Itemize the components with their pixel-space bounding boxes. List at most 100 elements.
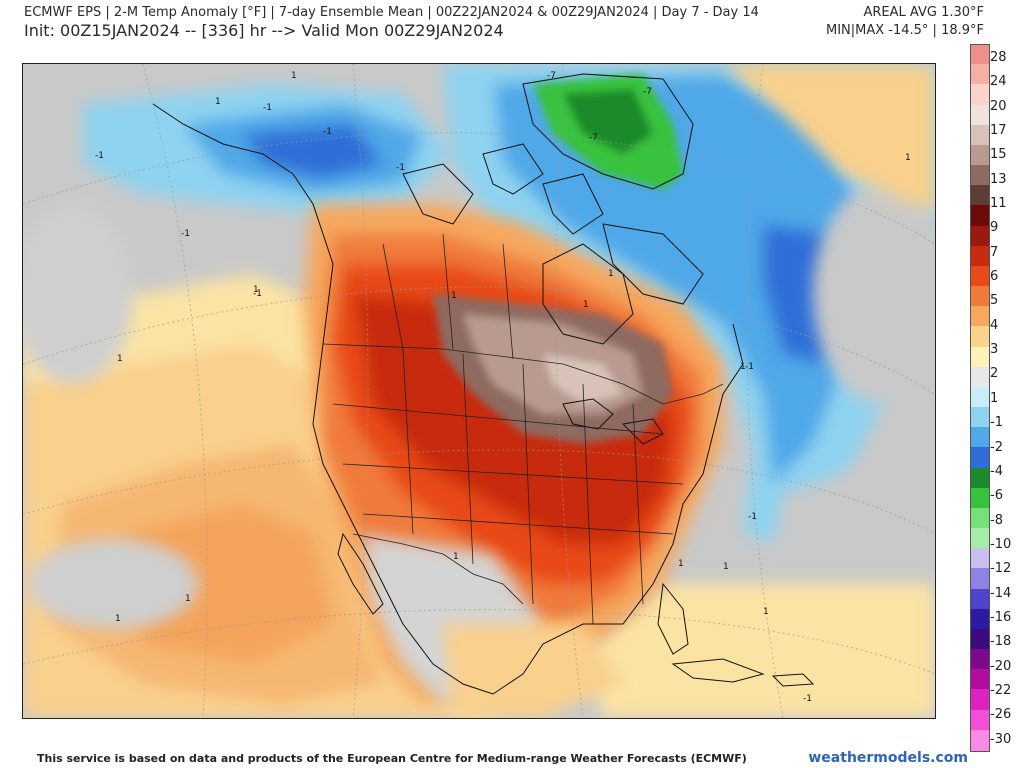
contour-label: 1 bbox=[583, 300, 589, 310]
map-title: ECMWF EPS | 2-M Temp Anomaly [°F] | 7-da… bbox=[24, 5, 759, 20]
contour-label: -1 bbox=[396, 163, 405, 173]
legend-swatch bbox=[970, 225, 990, 247]
min-max-readout: MIN|MAX -14.5° | 18.9°F bbox=[825, 23, 984, 38]
legend-swatch bbox=[970, 669, 990, 691]
legend-label: 2 bbox=[990, 366, 999, 382]
legend-label: 24 bbox=[990, 74, 1007, 90]
contour-label: -7 bbox=[643, 87, 652, 97]
legend-label: -2 bbox=[990, 439, 1003, 455]
graticule bbox=[23, 64, 935, 718]
mid-atlantic-neutral bbox=[763, 444, 935, 624]
legend-swatch bbox=[970, 568, 990, 590]
contour-label: 1 bbox=[117, 354, 123, 364]
legend-swatch bbox=[970, 144, 990, 166]
legend-swatch bbox=[970, 64, 990, 86]
contour-label: -1 bbox=[253, 289, 262, 299]
legend-swatch bbox=[970, 548, 990, 570]
contour-label: -1 bbox=[803, 694, 812, 704]
contour-label: 1 bbox=[608, 269, 614, 279]
legend-swatch bbox=[970, 286, 990, 308]
contour-label: 1 bbox=[678, 559, 684, 569]
legend-swatch bbox=[970, 649, 990, 671]
contour-label: -1 bbox=[263, 103, 272, 113]
legend-swatch bbox=[970, 326, 990, 348]
legend-swatch bbox=[970, 608, 990, 630]
legend-label: 20 bbox=[990, 98, 1007, 114]
legend-label: -14 bbox=[990, 585, 1012, 601]
legend-label: 1 bbox=[990, 390, 999, 406]
legend-label: 4 bbox=[990, 317, 999, 333]
legend-swatch bbox=[970, 346, 990, 368]
legend-label: -6 bbox=[990, 488, 1003, 504]
contour-label: 1 bbox=[763, 607, 769, 617]
contour-label: 1 bbox=[115, 614, 121, 624]
legend-swatch bbox=[970, 124, 990, 146]
legend-swatch bbox=[970, 185, 990, 207]
contour-label: 1 bbox=[905, 153, 911, 163]
legend-label: -20 bbox=[990, 658, 1012, 674]
legend-label: -1 bbox=[990, 415, 1003, 431]
alaska-cool-field bbox=[83, 84, 453, 214]
legend-swatch bbox=[970, 386, 990, 408]
legend-swatch bbox=[970, 104, 990, 126]
legend-label: -22 bbox=[990, 682, 1012, 698]
legend-label: -8 bbox=[990, 512, 1003, 528]
legend-label: -12 bbox=[990, 561, 1012, 577]
legend-label: 13 bbox=[990, 171, 1007, 187]
init-valid-line: Init: 00Z15JAN2024 -- [336] hr --> Valid… bbox=[24, 21, 504, 40]
legend-swatch bbox=[970, 427, 990, 449]
legend-label: 6 bbox=[990, 269, 999, 285]
north-atlantic-warm bbox=[723, 64, 935, 214]
legend-label: 3 bbox=[990, 342, 999, 358]
contour-label: 1 bbox=[451, 291, 457, 301]
legend-label: 17 bbox=[990, 123, 1007, 139]
legend-label: -4 bbox=[990, 463, 1003, 479]
contour-label: 1 bbox=[453, 552, 459, 562]
legend-swatch bbox=[970, 84, 990, 106]
color-scale-legend: 28 24 20 17 15 13 11 9 7 6 5 4 3 2 1 -1 -2 -4 -6 -8 -10 -12 -1… bbox=[966, 44, 1022, 752]
legend-swatch bbox=[970, 447, 990, 469]
legend-label: -18 bbox=[990, 634, 1012, 650]
legend-swatch bbox=[970, 729, 990, 752]
contour-label: 1 bbox=[740, 362, 746, 372]
legend-swatch bbox=[970, 366, 990, 388]
legend-swatch bbox=[970, 588, 990, 610]
contour-labels: -1 -1 -1 -1 -1 -1 -1 -7 -7 -7 -1 -1 1 1 … bbox=[95, 71, 911, 704]
legend-swatch bbox=[970, 487, 990, 509]
legend-label: 9 bbox=[990, 220, 999, 236]
legend-label: 5 bbox=[990, 293, 999, 309]
contour-label: 1 bbox=[253, 285, 259, 295]
subtropical-atlantic-warm bbox=[583, 584, 935, 718]
legend-label: -16 bbox=[990, 609, 1012, 625]
legend-label: 15 bbox=[990, 147, 1007, 163]
contour-label: -7 bbox=[589, 133, 598, 143]
legend-swatch bbox=[970, 165, 990, 187]
contour-label: 1 bbox=[185, 594, 191, 604]
legend-swatch bbox=[970, 528, 990, 550]
contour-label: -1 bbox=[745, 362, 754, 372]
legend-label: -30 bbox=[990, 731, 1012, 747]
legend-swatch bbox=[970, 306, 990, 328]
legend-swatch bbox=[970, 205, 990, 227]
temperature-anomaly-map: -1 -1 -1 -1 -1 -1 -1 -7 -7 -7 -1 -1 1 1 … bbox=[22, 63, 936, 719]
legend-swatch bbox=[970, 245, 990, 267]
contour-label: -1 bbox=[323, 127, 332, 137]
brand-link[interactable]: weathermodels.com bbox=[808, 750, 968, 766]
legend-swatch bbox=[970, 689, 990, 711]
legend-swatch bbox=[970, 709, 990, 731]
areal-average: AREAL AVG 1.30°F bbox=[863, 5, 985, 20]
contour-label: -7 bbox=[547, 71, 556, 81]
political-borders bbox=[322, 233, 724, 625]
greenland-cold-core bbox=[533, 74, 683, 189]
legend-label: -26 bbox=[990, 707, 1012, 723]
legend-label: 28 bbox=[990, 50, 1007, 65]
legend-swatch bbox=[970, 507, 990, 529]
contour-label: 1 bbox=[215, 97, 221, 107]
legend-swatch bbox=[970, 628, 990, 650]
atlantic-cool-field bbox=[443, 64, 935, 544]
contour-label: 1 bbox=[291, 71, 297, 81]
legend-label: 7 bbox=[990, 244, 999, 260]
central-canada-warm-core bbox=[433, 294, 673, 444]
contour-label: -1 bbox=[748, 512, 757, 522]
contour-label: -1 bbox=[181, 229, 190, 239]
